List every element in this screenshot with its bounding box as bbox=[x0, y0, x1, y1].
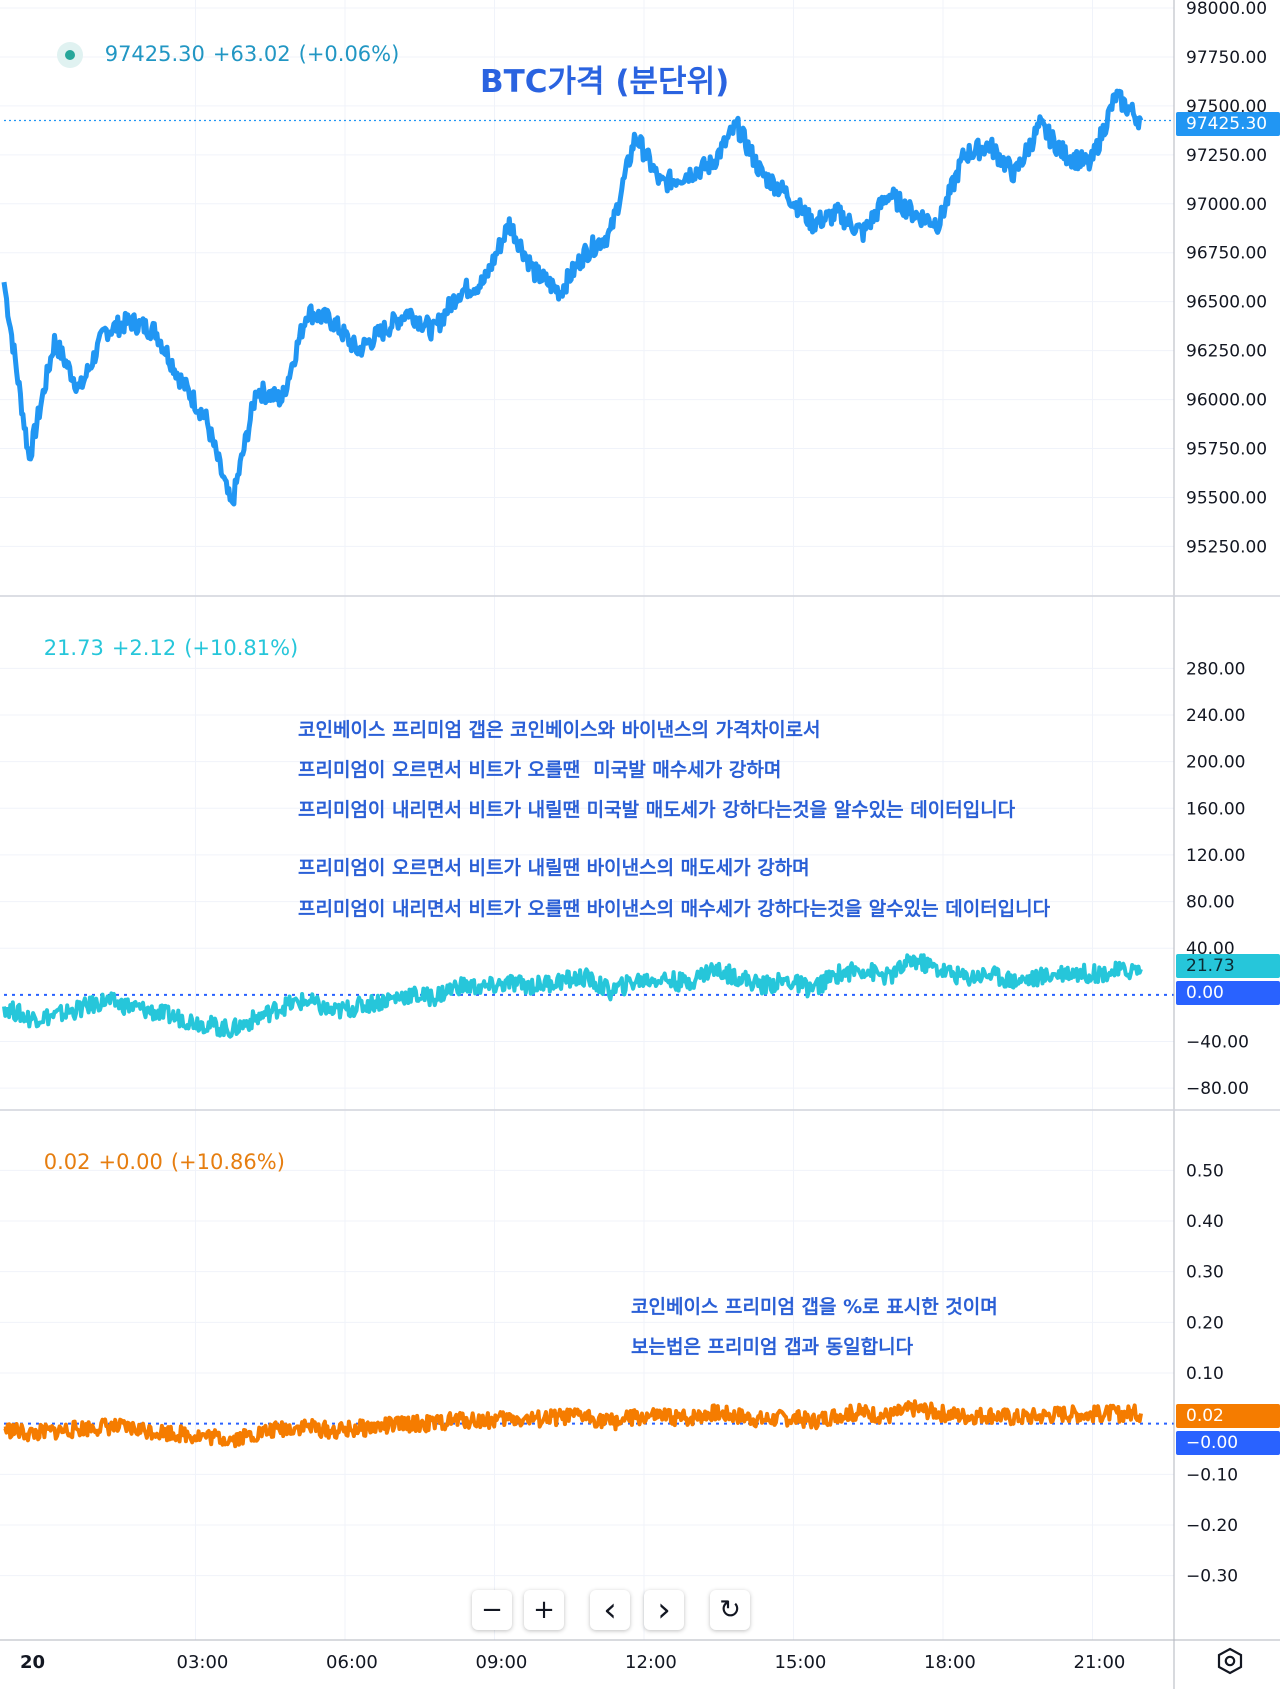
percent-legend-change-pct: (+10.86%) bbox=[170, 1150, 285, 1174]
premium-last-value-tag: 21.73 bbox=[1176, 954, 1280, 978]
percent-legend: 0.02 +0.00 (+10.86%) bbox=[17, 1126, 293, 1198]
price-tick-label: 96500.00 bbox=[1186, 293, 1267, 313]
scroll-right-button[interactable]: › bbox=[644, 1590, 684, 1630]
time-tick-label: 20 bbox=[20, 1652, 45, 1673]
hexagon-settings-icon[interactable] bbox=[1215, 1646, 1245, 1676]
time-tick-label: 18:00 bbox=[924, 1652, 976, 1673]
premium-zero-tag: 0.00 bbox=[1176, 981, 1280, 1005]
time-tick-label: 03:00 bbox=[177, 1652, 229, 1673]
percent-legend-last: 0.02 bbox=[43, 1150, 91, 1174]
premium-annotation-1: 코인베이스 프리미엄 갭은 코인베이스와 바이낸스의 가격차이로서 bbox=[298, 719, 821, 741]
price-tick-label: 120.00 bbox=[1186, 846, 1245, 866]
premium-legend-change-pct: (+10.81%) bbox=[184, 636, 299, 660]
time-tick-label: 09:00 bbox=[476, 1652, 528, 1673]
btc-legend: 97425.30 +63.02 (+0.06%) bbox=[30, 18, 407, 92]
btc-legend-last: 97425.30 bbox=[104, 42, 205, 66]
percent-last-value-tag: 0.02 bbox=[1176, 1404, 1280, 1428]
price-tick-label: 96250.00 bbox=[1186, 342, 1267, 362]
percent-annotation-1: 코인베이스 프리미엄 갭을 %로 표시한 것이며 bbox=[631, 1296, 998, 1318]
btc-price-series-line bbox=[1, 88, 1144, 507]
price-tick-label: 0.20 bbox=[1186, 1313, 1224, 1333]
price-tick-label: 97500.00 bbox=[1186, 97, 1267, 117]
price-tick-label: 0.40 bbox=[1186, 1212, 1224, 1232]
price-tick-label: −0.30 bbox=[1186, 1567, 1238, 1587]
premium-annotation-4: 프리미엄이 오르면서 비트가 내릴땐 바이낸스의 매도세가 강하며 bbox=[298, 857, 810, 879]
premium-annotation-2: 프리미엄이 오르면서 비트가 오를땐 미국발 매수세가 강하며 bbox=[298, 759, 782, 781]
price-tick-label: 98000.00 bbox=[1186, 0, 1267, 19]
btc-last-price-tag: 97425.30 bbox=[1176, 112, 1280, 136]
percent-legend-change: +0.00 bbox=[98, 1150, 163, 1174]
premium-legend-last: 21.73 bbox=[43, 636, 104, 660]
premium-annotation-3: 프리미엄이 내리면서 비트가 내릴땐 미국발 매도세가 강하다는것을 알수있는 … bbox=[298, 799, 1016, 821]
scroll-left-button[interactable]: ‹ bbox=[590, 1590, 630, 1630]
price-tick-label: 96000.00 bbox=[1186, 391, 1267, 411]
price-tick-label: −0.20 bbox=[1186, 1516, 1238, 1536]
price-tick-label: 97750.00 bbox=[1186, 48, 1267, 68]
price-tick-label: 95250.00 bbox=[1186, 537, 1267, 557]
time-tick-label: 15:00 bbox=[775, 1652, 827, 1673]
price-tick-label: 240.00 bbox=[1186, 706, 1245, 726]
premium-annotation-5: 프리미엄이 내리면서 비트가 오를땐 바이낸스의 매수세가 강하다는것을 알수있… bbox=[298, 898, 1051, 920]
percent-annotation-2: 보는법은 프리미엄 갭과 동일합니다 bbox=[631, 1336, 914, 1358]
btc-legend-change-pct: (+0.06%) bbox=[298, 42, 400, 66]
price-tick-label: −0.10 bbox=[1186, 1465, 1238, 1485]
zoom-out-button[interactable]: − bbox=[472, 1590, 512, 1630]
btc-legend-change: +63.02 bbox=[212, 42, 291, 66]
price-tick-label: 96750.00 bbox=[1186, 244, 1267, 264]
zoom-in-button[interactable]: + bbox=[524, 1590, 564, 1630]
price-tick-label: 95750.00 bbox=[1186, 440, 1267, 460]
time-tick-label: 12:00 bbox=[625, 1652, 677, 1673]
time-tick-label: 21:00 bbox=[1074, 1652, 1126, 1673]
price-tick-label: −80.00 bbox=[1186, 1079, 1249, 1099]
price-tick-label: 200.00 bbox=[1186, 753, 1245, 773]
price-tick-label: −40.00 bbox=[1186, 1033, 1249, 1053]
price-tick-label: 280.00 bbox=[1186, 659, 1245, 679]
price-tick-label: 97250.00 bbox=[1186, 146, 1267, 166]
price-tick-label: 0.10 bbox=[1186, 1364, 1224, 1384]
price-tick-label: 97000.00 bbox=[1186, 195, 1267, 215]
series-layer bbox=[1, 88, 1144, 1449]
time-tick-label: 06:00 bbox=[326, 1652, 378, 1673]
price-tick-label: 95500.00 bbox=[1186, 488, 1267, 508]
percent-zero-tag: −0.00 bbox=[1176, 1431, 1280, 1455]
chart-toolbar: − + ‹ › ↻ bbox=[0, 1590, 1280, 1634]
price-tick-label: 160.00 bbox=[1186, 799, 1245, 819]
premium-legend: 21.73 +2.12 (+10.81%) bbox=[17, 612, 306, 684]
coinbase-premium-gap-percent-series-line bbox=[3, 1399, 1143, 1449]
premium-legend-change: +2.12 bbox=[111, 636, 177, 660]
price-tick-label: 80.00 bbox=[1186, 893, 1235, 913]
price-tick-label: 0.50 bbox=[1186, 1161, 1224, 1181]
btc-chart-title: BTC가격 (분단위) bbox=[480, 64, 730, 100]
price-tick-label: 0.30 bbox=[1186, 1263, 1224, 1283]
status-dot-icon bbox=[56, 42, 83, 68]
coinbase-premium-gap-series-line bbox=[2, 953, 1143, 1039]
reset-chart-button[interactable]: ↻ bbox=[710, 1590, 750, 1630]
